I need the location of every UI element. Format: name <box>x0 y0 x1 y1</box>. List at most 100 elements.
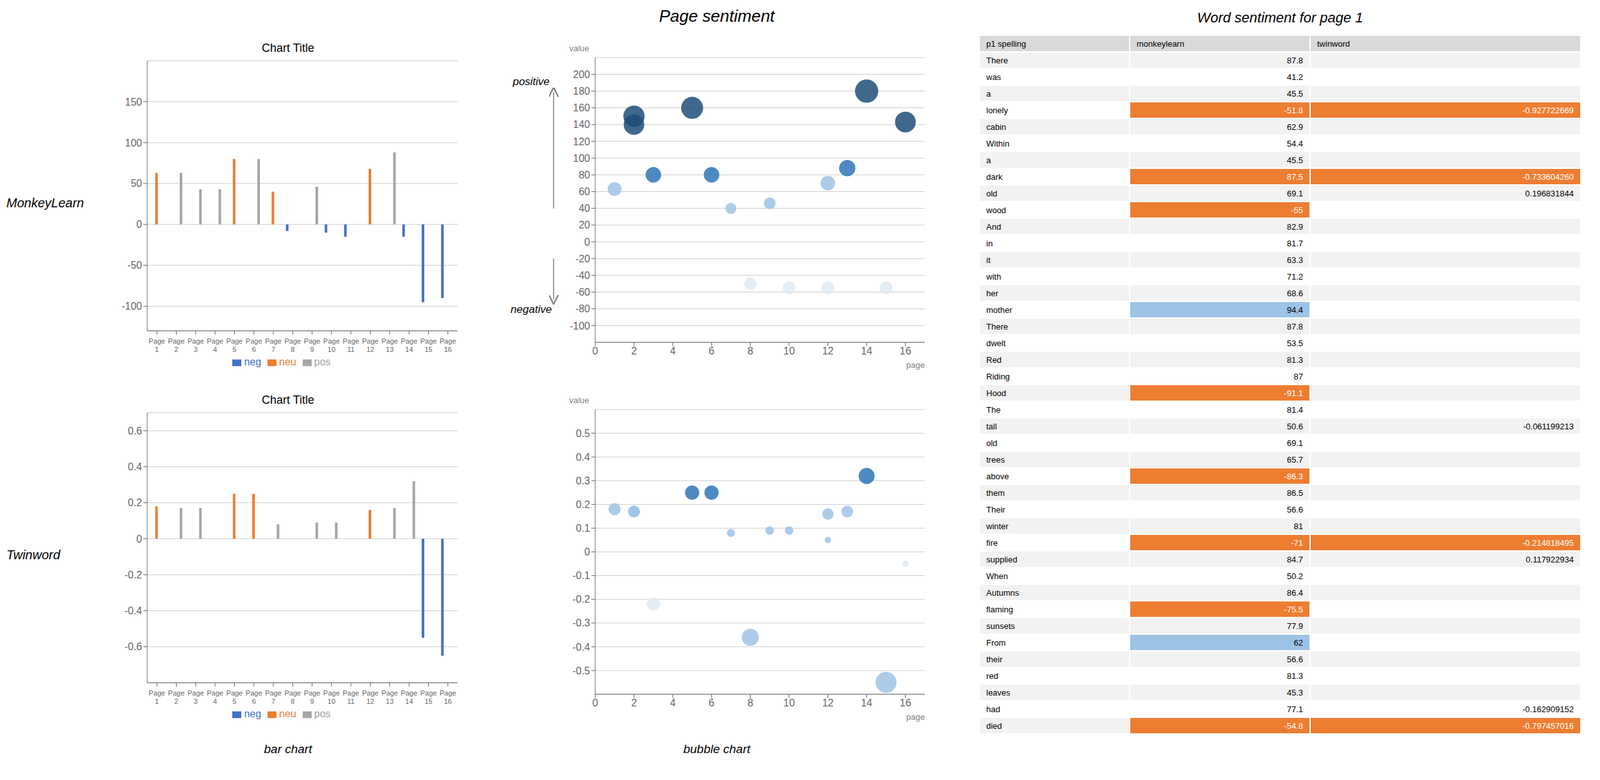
svg-text:Page14: Page14 <box>400 337 418 354</box>
svg-text:0.2: 0.2 <box>128 497 143 509</box>
svg-text:0.5: 0.5 <box>576 428 591 440</box>
html-text:Word sentiment for page 1: Word sentiment for page 1 <box>1197 9 1363 26</box>
svg-text:-0.3: -0.3 <box>572 617 591 629</box>
html-text:Chart Title: Chart Title <box>261 41 315 55</box>
svg-text:value: value <box>568 43 589 54</box>
svg-text:14: 14 <box>860 345 873 357</box>
svg-text:10: 10 <box>783 697 795 709</box>
svg-text:0: 0 <box>592 345 599 357</box>
svg-text:-60: -60 <box>575 286 591 298</box>
svg-text:4: 4 <box>670 345 676 357</box>
svg-text:-0.6: -0.6 <box>124 641 143 653</box>
svg-text:-0.4: -0.4 <box>572 641 591 653</box>
svg-text:-0.5: -0.5 <box>572 665 591 677</box>
svg-text:12: 12 <box>822 697 834 709</box>
svg-text:Page9: Page9 <box>304 689 321 706</box>
svg-text:Page7: Page7 <box>264 337 282 354</box>
svg-text:0.1: 0.1 <box>576 522 591 534</box>
svg-text:Page13: Page13 <box>381 689 399 706</box>
svg-text:Page7: Page7 <box>264 689 282 706</box>
svg-text:-0.1: -0.1 <box>572 570 591 582</box>
svg-text:Page10: Page10 <box>323 689 340 706</box>
svg-text:50: 50 <box>130 177 143 189</box>
svg-text:Page3: Page3 <box>187 337 205 354</box>
svg-text:0: 0 <box>584 236 591 248</box>
html-text:Chart Title: Chart Title <box>261 393 315 407</box>
svg-text:Page12: Page12 <box>362 689 379 706</box>
svg-text:140: 140 <box>572 119 591 130</box>
svg-text:Page4: Page4 <box>206 337 224 354</box>
svg-text:14: 14 <box>860 697 873 709</box>
svg-text:0: 0 <box>584 546 591 558</box>
svg-text:0.4: 0.4 <box>576 451 591 463</box>
svg-text:-0.2: -0.2 <box>572 593 591 605</box>
svg-text:Page15: Page15 <box>420 689 438 706</box>
svg-text:150: 150 <box>124 96 143 108</box>
svg-text:100: 100 <box>124 137 143 149</box>
svg-text:16: 16 <box>899 345 912 357</box>
svg-text:2: 2 <box>631 345 637 357</box>
svg-text:0.6: 0.6 <box>128 425 143 437</box>
svg-text:-100: -100 <box>569 320 591 332</box>
svg-text:-20: -20 <box>575 253 591 265</box>
svg-text:0: 0 <box>592 697 599 709</box>
svg-text:6: 6 <box>708 345 715 357</box>
svg-text:Page1: Page1 <box>148 689 166 706</box>
svg-text:0.2: 0.2 <box>576 499 591 511</box>
svg-text:Page3: Page3 <box>187 689 205 706</box>
svg-text:Page1: Page1 <box>148 337 166 354</box>
svg-text:Page16: Page16 <box>439 689 457 706</box>
svg-text:-80: -80 <box>575 303 591 315</box>
svg-text:8: 8 <box>747 697 754 709</box>
svg-text:Page16: Page16 <box>439 337 457 354</box>
svg-text:4: 4 <box>670 697 676 709</box>
svg-text:Page13: Page13 <box>381 337 399 354</box>
svg-text:Page15: Page15 <box>420 337 438 354</box>
svg-text:-50: -50 <box>127 259 143 271</box>
svg-text:200: 200 <box>572 69 591 80</box>
svg-text:Page5: Page5 <box>226 337 244 354</box>
svg-text:0.4: 0.4 <box>128 461 143 473</box>
svg-text:Page4: Page4 <box>206 689 224 706</box>
svg-text:Page10: Page10 <box>323 337 340 354</box>
svg-text:12: 12 <box>822 345 834 357</box>
svg-text:40: 40 <box>578 202 591 214</box>
svg-text:0: 0 <box>136 218 143 230</box>
svg-text:page: page <box>906 360 925 370</box>
html-text:Twinword: Twinword <box>6 547 61 562</box>
svg-text:0.3: 0.3 <box>576 475 591 487</box>
svg-text:20: 20 <box>578 219 591 231</box>
svg-text:120: 120 <box>572 136 591 148</box>
svg-text:Page5: Page5 <box>226 689 244 706</box>
svg-text:180: 180 <box>572 85 591 97</box>
html-text:MonkeyLearn: MonkeyLearn <box>6 195 84 210</box>
svg-text:60: 60 <box>578 186 591 198</box>
svg-text:16: 16 <box>899 697 912 709</box>
svg-text:Page6: Page6 <box>245 337 263 354</box>
svg-text:Page8: Page8 <box>284 337 301 354</box>
svg-text:-0.2: -0.2 <box>124 569 143 581</box>
svg-text:160: 160 <box>572 102 591 114</box>
svg-text:Page11: Page11 <box>342 689 360 706</box>
svg-text:100: 100 <box>572 152 591 164</box>
svg-text:Page6: Page6 <box>245 689 263 706</box>
svg-text:10: 10 <box>783 345 795 357</box>
svg-text:0: 0 <box>136 533 143 545</box>
svg-text:Page12: Page12 <box>362 337 379 354</box>
svg-text:Page11: Page11 <box>342 337 360 354</box>
svg-text:-40: -40 <box>575 270 591 281</box>
svg-text:Page2: Page2 <box>168 337 185 354</box>
svg-text:6: 6 <box>708 697 715 709</box>
svg-text:-100: -100 <box>121 300 143 312</box>
svg-text:Page2: Page2 <box>168 689 185 706</box>
svg-text:value: value <box>568 395 589 406</box>
svg-text:80: 80 <box>578 169 591 181</box>
svg-text:Page9: Page9 <box>304 337 321 354</box>
svg-text:8: 8 <box>747 345 754 357</box>
svg-text:page: page <box>906 712 925 722</box>
svg-text:2: 2 <box>631 697 637 709</box>
svg-text:-0.4: -0.4 <box>124 605 143 617</box>
svg-text:Page14: Page14 <box>400 689 418 706</box>
svg-text:Page8: Page8 <box>284 689 301 706</box>
html-text:Page sentiment: Page sentiment <box>659 6 775 26</box>
